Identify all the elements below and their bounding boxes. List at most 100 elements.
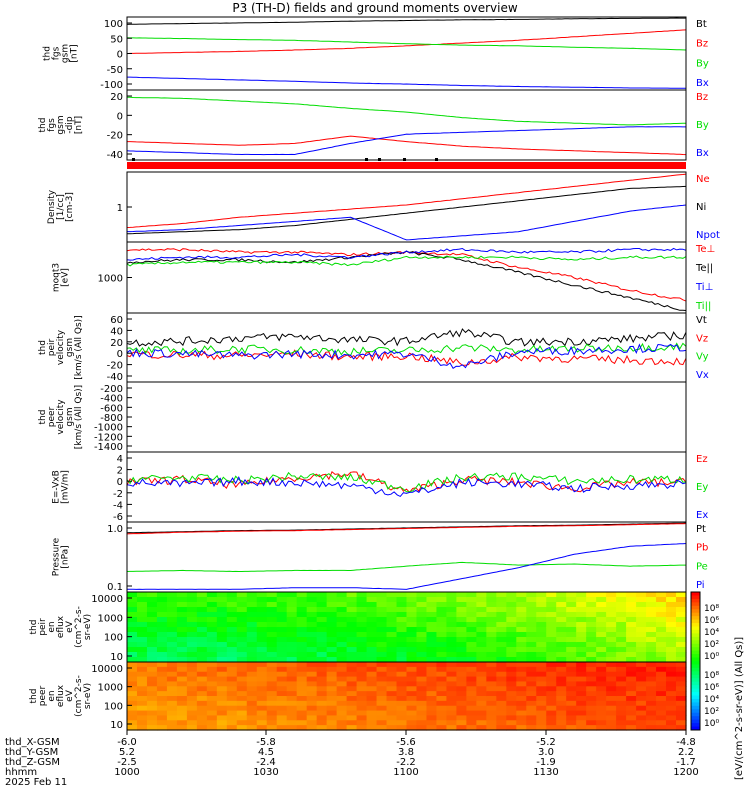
- series-line-Pi: [127, 543, 687, 590]
- spectrogram-cell: [596, 632, 607, 638]
- spectrogram-cell: [226, 720, 238, 726]
- spectrogram-cell: [156, 681, 168, 687]
- spectrogram-cell: [446, 681, 458, 687]
- spectrogram-cell: [306, 607, 318, 613]
- spectrogram-cell: [326, 662, 338, 668]
- spectrogram-cell: [127, 700, 138, 707]
- spectrogram-cell: [416, 681, 428, 687]
- spectrogram-cell: [376, 666, 388, 673]
- spectrogram-cell: [316, 681, 328, 687]
- spectrogram-cell: [456, 705, 467, 712]
- spectrogram-cell: [466, 622, 477, 628]
- spectrogram-cell: [586, 592, 597, 598]
- spectrogram-cell: [206, 676, 218, 683]
- spectrogram-cell: [666, 686, 677, 692]
- spectrogram-cell: [216, 597, 228, 603]
- spectrogram-cell: [406, 720, 418, 726]
- series-line-Ey: [126, 471, 687, 493]
- spectrogram-cell: [566, 686, 577, 692]
- spectrogram-cell: [386, 676, 398, 683]
- ylabel-group: Density [1/cc] [cm-3]: [47, 189, 75, 224]
- spectrogram-cell: [566, 662, 577, 668]
- spectrogram-cell: [276, 652, 288, 658]
- spectrogram-cell: [266, 671, 278, 678]
- spectrogram-cell: [586, 642, 597, 648]
- spectrogram-cell: [396, 647, 408, 653]
- spectrogram-cell: [336, 597, 348, 603]
- spectrogram-cell: [526, 612, 537, 618]
- spectrogram-cell: [536, 637, 547, 643]
- spectrogram-cell: [436, 652, 448, 658]
- spectrogram-cell: [506, 720, 517, 726]
- spectrogram-cell: [426, 710, 438, 717]
- spectrogram-cell: [586, 612, 597, 618]
- spectrogram-cell: [326, 715, 338, 721]
- spectrogram-cell: [316, 652, 328, 658]
- spectrogram-cell: [266, 705, 278, 712]
- spectrogram-cell: [346, 662, 358, 668]
- spectrogram-cell: [446, 652, 458, 658]
- spectrogram-cell: [646, 617, 657, 623]
- spectrogram-cell: [266, 657, 278, 663]
- spectrogram-cell: [436, 710, 448, 717]
- spectrogram-cell: [606, 647, 617, 653]
- spectrogram-cell: [316, 671, 328, 678]
- spectrogram-cell: [176, 686, 188, 692]
- ylabel-line: [km/s (All Qs)]: [74, 315, 84, 379]
- spectrogram-cell: [636, 622, 647, 628]
- spectrogram-cell: [476, 715, 487, 721]
- spectrogram-cell: [236, 666, 248, 673]
- spectrogram-cell: [676, 607, 687, 613]
- spectrogram-cell: [536, 662, 547, 668]
- spectrogram-cell: [586, 666, 597, 673]
- spectrogram-cell: [166, 622, 178, 628]
- spectrogram-cell: [186, 681, 198, 687]
- spectrogram-cell: [576, 617, 587, 623]
- spectrogram-cell: [466, 642, 477, 648]
- spectrogram-cell: [606, 710, 617, 717]
- spectrogram-cell: [127, 720, 138, 726]
- colorbar-cell: [691, 598, 700, 603]
- spectrogram-cell: [466, 725, 477, 731]
- flag-marker: [403, 158, 406, 161]
- spectrogram-cell: [566, 592, 577, 598]
- spectrogram-cell: [286, 607, 298, 613]
- spectrogram-cell: [676, 612, 687, 618]
- spectrogram-cell: [586, 686, 597, 692]
- spectrogram-cell: [356, 612, 368, 618]
- spectrogram-cell: [586, 627, 597, 633]
- spectrogram-cell: [176, 710, 188, 717]
- spectrogram-cell: [276, 676, 288, 683]
- spectrogram-cell: [586, 637, 597, 643]
- spectrogram-cell: [166, 696, 178, 702]
- spectrogram-cell: [646, 691, 657, 697]
- spectrogram-cell: [676, 700, 687, 707]
- spectrogram-cell: [236, 720, 248, 726]
- spectrogram-cell: [196, 647, 208, 653]
- colorbar-label: [eV/(cm^2-s-sr-eV)] (All Qs)]: [734, 637, 745, 780]
- spectrogram-cell: [256, 666, 268, 673]
- spectrogram-cell: [476, 676, 487, 683]
- ylabel-line: en: [47, 621, 57, 632]
- spectrogram-cell: [416, 715, 428, 721]
- spectrogram-cell: [376, 592, 388, 598]
- spectrogram-cell: [496, 710, 507, 717]
- ylabel-line: eflux: [56, 615, 66, 638]
- series-line-Pe: [126, 561, 686, 573]
- spectrogram-cell: [127, 696, 138, 702]
- spectrogram-cell: [146, 627, 158, 633]
- spectrogram-cell: [586, 710, 597, 717]
- spectrogram-cell: [436, 671, 448, 678]
- spectrogram-cell: [426, 705, 438, 712]
- spectrogram-cell: [486, 686, 497, 692]
- spectrogram-cell: [276, 607, 288, 613]
- spectrogram-cell: [606, 612, 617, 618]
- legend-Ni: Ni: [696, 202, 706, 213]
- spectrogram-cell: [546, 696, 557, 702]
- spectrogram-cell: [556, 700, 567, 707]
- spectrogram-cell: [596, 691, 607, 697]
- spectrogram-cell: [556, 662, 567, 668]
- spectrogram-cell: [436, 700, 448, 707]
- spectrogram-cell: [606, 602, 617, 608]
- spectrogram-cell: [566, 597, 577, 603]
